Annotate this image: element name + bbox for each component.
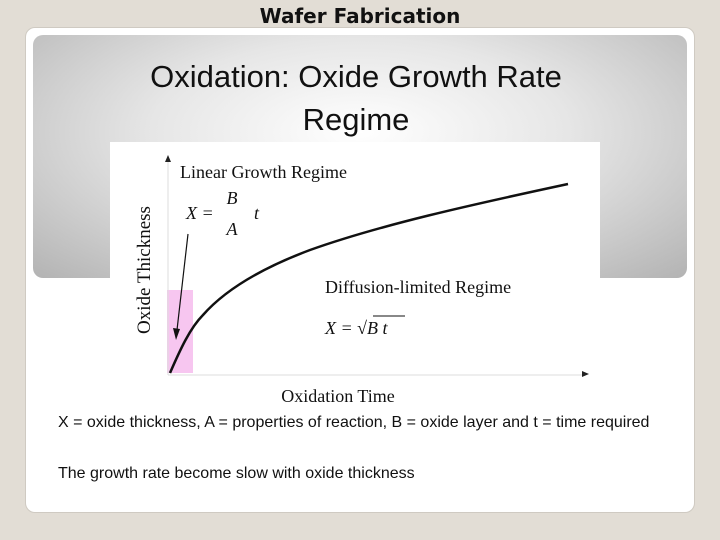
- diffusion-equation: X = √B t: [324, 318, 389, 338]
- x-axis-arrow: [582, 371, 589, 377]
- x-axis-label: Oxidation Time: [281, 386, 395, 406]
- y-axis-arrow: [165, 155, 171, 162]
- pointer-arrow-head: [173, 328, 180, 340]
- equation-lhs: X =: [185, 203, 214, 223]
- caption: The growth rate become slow with oxide t…: [58, 465, 415, 482]
- caption: X = oxide thickness, A = properties of r…: [58, 414, 650, 431]
- equation-numerator: B: [227, 188, 238, 208]
- y-axis-label: Oxide Thickness: [134, 206, 155, 334]
- equation-denominator: A: [226, 219, 239, 239]
- pointer-arrow: [176, 233, 189, 331]
- diffusion-regime-label: Diffusion-limited Regime: [325, 277, 511, 297]
- header-title: Wafer Fabrication: [259, 4, 461, 28]
- slide-title: Oxidation: Oxide Growth Rate Regime: [150, 59, 562, 137]
- equation-factor: t: [254, 203, 260, 223]
- growth-curve: [168, 182, 569, 374]
- linear-regime-label: Linear Growth Regime: [180, 162, 347, 182]
